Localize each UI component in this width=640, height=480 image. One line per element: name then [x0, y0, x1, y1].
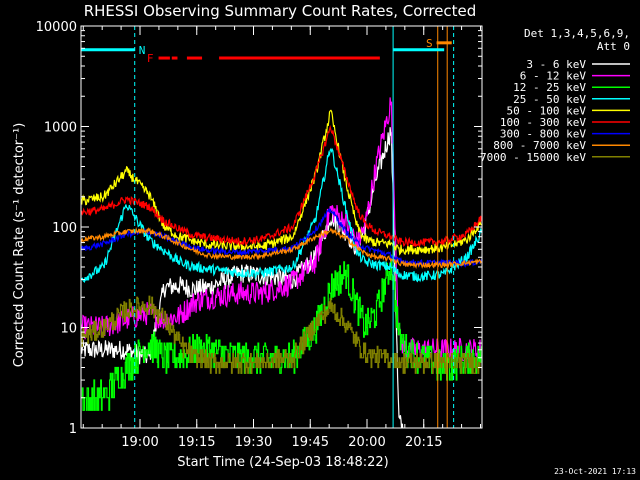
legend-label: 6 - 12 keV — [520, 70, 587, 83]
flag-label: N — [139, 44, 146, 57]
axes: 1 10 100 1000 10000 19:00 19:15 19:30 19:45 20:00… — [36, 20, 483, 450]
series-line — [81, 109, 482, 256]
y-axis-label: Corrected Count Rate (s⁻¹ detector⁻¹) — [12, 123, 27, 368]
series-group — [81, 26, 482, 428]
y-tick-label: 10000 — [36, 20, 77, 35]
x-tick-label: 19:30 — [235, 435, 272, 450]
render-timestamp: 23-Oct-2021 17:13 — [554, 467, 636, 476]
legend-label: 100 - 300 keV — [500, 116, 586, 129]
series-line — [81, 147, 482, 283]
series-line — [81, 295, 482, 374]
x-tick-label: 19:00 — [121, 435, 158, 450]
y-tick-label: 1 — [69, 422, 77, 437]
legend-label: 25 - 50 keV — [513, 93, 586, 106]
series-line — [81, 127, 404, 428]
plot-area: NF S — [81, 26, 482, 428]
legend-label: 7000 - 15000 keV — [480, 151, 586, 164]
legend-label: 800 - 7000 keV — [493, 139, 586, 152]
legend-label: 12 - 25 keV — [513, 81, 586, 94]
y-tick-label: 1000 — [44, 121, 77, 136]
flag-label: F — [147, 52, 154, 65]
series-line — [81, 124, 482, 248]
x-tick-label: 20:15 — [405, 435, 442, 450]
y-tick-label: 100 — [52, 221, 77, 236]
y-tick-label: 10 — [60, 322, 77, 337]
legend-label: 3 - 6 keV — [526, 58, 586, 71]
legend-label: 300 - 800 keV — [500, 128, 586, 141]
x-tick-label: 19:15 — [178, 435, 215, 450]
legend-label: 50 - 100 keV — [507, 104, 587, 117]
legend-header-line-1: Det 1,3,4,5,6,9, — [524, 27, 630, 40]
chart-title: RHESSI Observing Summary Count Rates, Co… — [84, 2, 477, 20]
flag-label: S — [426, 37, 433, 50]
series-line — [81, 226, 482, 270]
legend-header-line-2: Att 0 — [597, 40, 630, 53]
x-axis-label: Start Time (24-Sep-03 18:48:22) — [177, 455, 388, 470]
x-tick-label: 19:45 — [292, 435, 329, 450]
x-tick-label: 20:00 — [348, 435, 385, 450]
